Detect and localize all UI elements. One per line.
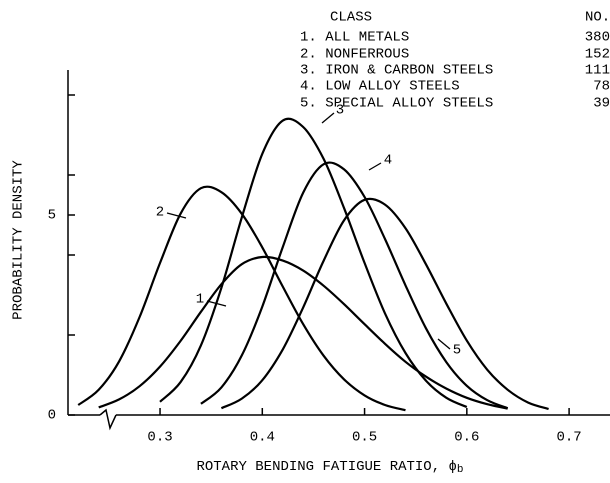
legend-entry: 3. IRON & CARBON STEELS <box>300 63 493 79</box>
x-axis-label-subscript: b <box>457 464 464 476</box>
curve-leader <box>166 212 187 219</box>
legend-count: 39 <box>593 96 610 112</box>
legend-count: 380 <box>585 30 610 46</box>
legend-entry: 5. SPECIAL ALLOY STEELS <box>300 96 493 112</box>
legend-header: NO. <box>585 10 610 26</box>
legend-count: 111 <box>585 63 610 79</box>
density-curve <box>220 197 549 411</box>
curve-leader <box>437 338 451 350</box>
legend-entry: 2. NONFERROUS <box>300 47 409 63</box>
legend-count: 78 <box>593 79 610 95</box>
curve-label: 3 <box>336 103 344 119</box>
axis-break <box>99 408 117 431</box>
y-tick-label: 0 <box>48 408 56 424</box>
curve-label: 1 <box>196 292 204 308</box>
curve-label: 2 <box>156 205 164 221</box>
x-tick-label: 0.6 <box>454 430 479 446</box>
x-axis-label-text: ROTARY BENDING FATIGUE RATIO, ϕ <box>196 459 456 475</box>
legend-entry: 1. ALL METALS <box>300 30 409 46</box>
curve-label: 4 <box>384 153 392 169</box>
x-tick-label: 0.4 <box>250 430 275 446</box>
x-tick-label: 0.5 <box>352 430 377 446</box>
x-tick-label: 0.7 <box>556 430 581 446</box>
density-curve <box>98 255 508 410</box>
curve-leader <box>368 162 382 171</box>
density-curve <box>159 117 468 409</box>
x-tick-label: 0.3 <box>147 430 172 446</box>
curve-leader <box>321 112 335 124</box>
legend-header: CLASS <box>330 10 372 26</box>
y-tick-label: 5 <box>48 208 56 224</box>
legend-entry: 4. LOW ALLOY STEELS <box>300 79 460 95</box>
curve-label: 5 <box>453 343 461 359</box>
y-axis-label: PROBABILITY DENSITY <box>11 160 27 320</box>
legend-count: 152 <box>585 47 610 63</box>
density-curve <box>200 161 509 410</box>
x-axis-label: ROTARY BENDING FATIGUE RATIO, ϕb <box>196 459 463 476</box>
